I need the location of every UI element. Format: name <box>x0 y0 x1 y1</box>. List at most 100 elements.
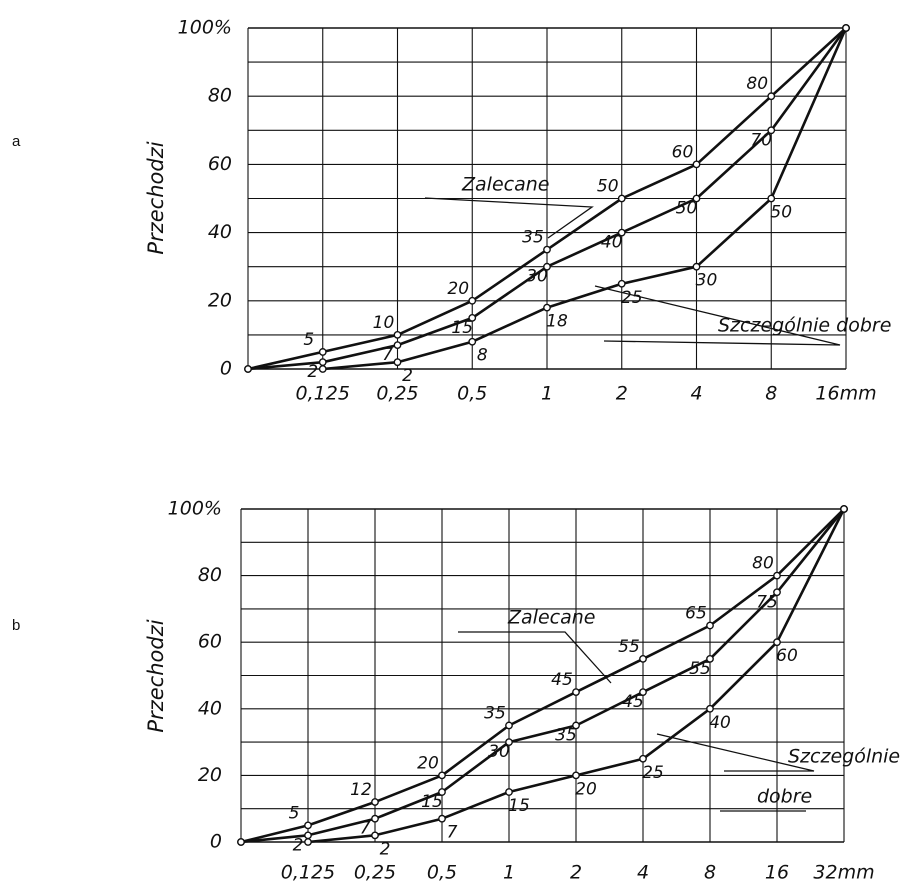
data-label: 2 <box>293 835 304 855</box>
x-tick-label: 0,5 <box>427 862 457 884</box>
y-tick-label: 0 <box>210 831 222 853</box>
data-point <box>371 798 379 806</box>
data-point <box>438 788 446 796</box>
data-label: 50 <box>597 177 619 197</box>
x-tick-label: 0,25 <box>354 862 396 884</box>
data-label: 25 <box>642 763 664 783</box>
data-point <box>773 638 781 647</box>
data-label: 60 <box>672 142 694 162</box>
y-tick-label: 60 <box>198 631 222 653</box>
data-point <box>617 194 626 203</box>
panel-b-letter: b <box>12 617 21 634</box>
data-point <box>543 262 551 271</box>
annotation-label: Szczególnie <box>788 746 900 768</box>
data-point <box>237 838 245 846</box>
y-tick-label: 20 <box>198 764 222 786</box>
x-tick-label: 0,25 <box>376 383 418 405</box>
annotation-label: Szczególnie dobre <box>718 315 891 337</box>
data-label: 7 <box>447 823 458 843</box>
data-point <box>543 245 551 254</box>
data-label: 40 <box>709 713 731 733</box>
series-line-1 <box>240 508 845 844</box>
data-point <box>692 194 701 203</box>
x-tick-label: 16 <box>765 862 789 884</box>
data-point <box>371 831 379 840</box>
y-tick-label: 100% <box>178 17 232 39</box>
data-point <box>371 814 379 823</box>
data-point <box>617 228 626 237</box>
data-label: 7 <box>382 345 393 365</box>
data-label: 65 <box>685 604 707 624</box>
data-label: 45 <box>622 692 644 712</box>
data-label: 30 <box>696 271 718 291</box>
annotation-leader <box>424 197 594 239</box>
data-point <box>244 365 252 373</box>
data-label: 20 <box>447 279 469 299</box>
data-point <box>767 194 776 203</box>
y-tick-label: 60 <box>208 153 232 175</box>
data-label: 45 <box>551 670 573 690</box>
data-point <box>468 337 477 346</box>
y-tick-label: 40 <box>208 221 232 243</box>
data-point <box>842 24 850 32</box>
x-tick-label: 1 <box>541 383 553 405</box>
data-point <box>706 654 714 663</box>
data-label: 35 <box>484 703 506 723</box>
data-label: 2 <box>307 362 318 382</box>
data-label: 12 <box>350 780 372 800</box>
data-label: 50 <box>770 203 792 223</box>
x-tick-label: 4 <box>690 383 702 405</box>
data-label: 70 <box>750 130 772 150</box>
data-point <box>840 505 848 513</box>
data-label: 15 <box>421 792 443 812</box>
data-point <box>304 821 312 830</box>
data-point <box>692 160 701 169</box>
data-point <box>767 126 776 135</box>
data-point <box>572 721 580 730</box>
data-point <box>505 721 513 730</box>
x-tick-label: 8 <box>704 862 716 884</box>
y-tick-label: 80 <box>208 85 232 107</box>
data-point <box>639 688 647 697</box>
y-tick-label: 0 <box>220 358 232 380</box>
data-label: 8 <box>477 346 488 366</box>
data-point <box>304 838 312 846</box>
data-point <box>639 754 647 763</box>
data-label: 5 <box>303 330 314 350</box>
x-tick-label: 0,125 <box>296 383 350 405</box>
data-point <box>572 688 580 697</box>
data-label: 10 <box>373 313 395 333</box>
data-point <box>773 571 781 580</box>
data-label: 40 <box>601 233 623 253</box>
data-point <box>706 621 714 630</box>
data-label: 20 <box>417 753 439 773</box>
x-tick-label: 2 <box>616 383 628 405</box>
annotation-label: dobre <box>757 786 812 808</box>
y-tick-label: 100% <box>168 498 222 520</box>
data-label: 35 <box>522 228 544 248</box>
series-line-3 <box>322 27 848 371</box>
data-point <box>318 365 327 373</box>
y-tick-label: 20 <box>208 289 232 311</box>
data-label: 35 <box>555 725 577 745</box>
data-point <box>304 831 312 840</box>
data-point <box>468 296 477 305</box>
data-point <box>468 313 477 322</box>
x-tick-label: 16mm <box>815 383 876 405</box>
data-point <box>617 279 626 288</box>
data-label: 55 <box>618 637 640 657</box>
data-point <box>706 704 714 713</box>
data-point <box>767 92 776 101</box>
data-label: 15 <box>451 318 473 338</box>
data-label: 30 <box>488 742 510 762</box>
data-point <box>572 771 580 780</box>
annotation-label: Zalecane <box>507 607 595 629</box>
annotation-leader <box>656 733 815 772</box>
data-label: 18 <box>546 312 568 332</box>
data-label: 30 <box>526 267 548 287</box>
y-tick-label: 40 <box>198 697 222 719</box>
y-axis-label: Przechodzi <box>144 141 168 254</box>
data-label: 5 <box>289 803 300 823</box>
